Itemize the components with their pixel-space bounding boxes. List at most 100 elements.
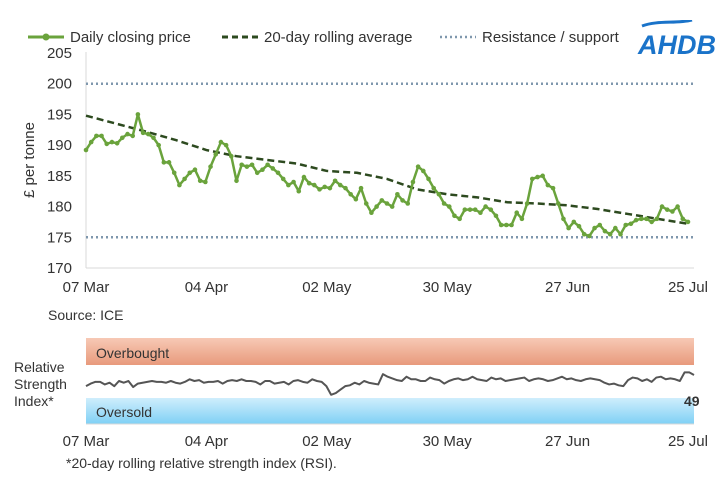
closing-price-point	[104, 141, 110, 147]
closing-price-point	[675, 204, 680, 209]
closing-price-point	[602, 228, 608, 234]
closing-price-point	[213, 152, 219, 157]
price-x-tick-label: 30 May	[423, 279, 473, 296]
closing-price-point	[555, 201, 561, 206]
price-x-tick-label: 25 Jul	[668, 279, 708, 296]
closing-price-point	[670, 209, 675, 214]
closing-price-point	[457, 216, 462, 222]
closing-price-point	[649, 219, 654, 225]
rsi-x-tick-label: 07 Mar	[63, 433, 110, 450]
legend-label-average: 20-day rolling average	[264, 29, 412, 46]
closing-price-point	[389, 204, 395, 209]
closing-price-point	[145, 131, 151, 137]
closing-price-point	[587, 233, 592, 239]
price-y-axis-label: £ per tonne	[21, 122, 38, 198]
closing-price-point	[633, 217, 639, 223]
closing-price-point	[462, 207, 468, 212]
closing-price-point	[291, 179, 296, 185]
closing-price-point	[177, 182, 182, 188]
closing-price-point	[431, 185, 436, 191]
closing-price-point	[109, 139, 115, 145]
closing-price-point	[379, 198, 385, 203]
closing-price-point	[441, 201, 447, 206]
closing-price-point	[628, 221, 634, 227]
legend-label-price: Daily closing price	[70, 29, 191, 46]
closing-price-point	[114, 141, 120, 146]
closing-price-point	[623, 222, 629, 228]
rsi-line	[85, 371, 695, 396]
closing-price-point	[685, 219, 691, 225]
closing-price-point	[239, 162, 244, 168]
closing-price-point	[306, 180, 312, 186]
overbought-label: Overbought	[96, 345, 169, 361]
rsi-x-tick-label: 02 May	[302, 433, 352, 450]
closing-price-point	[509, 222, 514, 228]
price-y-tick-label: 190	[47, 137, 72, 154]
closing-price-point	[192, 167, 198, 173]
closing-price-point	[260, 167, 265, 173]
closing-price-point	[400, 198, 405, 203]
closing-price-point	[493, 213, 499, 219]
closing-price-point	[120, 135, 125, 141]
closing-price-point	[234, 178, 239, 184]
price-y-tick-label: 180	[47, 199, 72, 216]
rolling-average-line	[85, 114, 689, 226]
closing-price-point	[171, 170, 177, 176]
closing-price-point	[348, 191, 353, 197]
price-x-ticks: 07 Mar 04 Apr 02 May 30 May 27 Jun 25 Jul	[63, 279, 708, 296]
closing-price-point	[312, 182, 317, 188]
closing-price-point	[358, 185, 364, 191]
closing-price-point	[597, 222, 603, 228]
closing-price-point	[83, 147, 89, 153]
closing-price-point	[395, 191, 400, 197]
closing-price-point	[524, 201, 530, 206]
closing-price-point	[504, 222, 509, 228]
rsi-x-tick-label: 27 Jun	[545, 433, 590, 450]
closing-price-point	[607, 231, 613, 237]
closing-price-point	[322, 184, 328, 190]
closing-price-point	[244, 164, 250, 169]
closing-price-series	[83, 112, 691, 239]
closing-price-point	[592, 225, 597, 231]
closing-price-point	[88, 139, 94, 145]
price-x-tick-label: 07 Mar	[63, 279, 110, 296]
closing-price-point	[550, 185, 556, 191]
closing-price-point	[483, 204, 488, 209]
closing-price-point	[576, 223, 582, 229]
closing-price-point	[140, 130, 146, 136]
closing-price-point	[229, 153, 234, 159]
closing-price-point	[446, 204, 452, 209]
closing-price-point	[561, 216, 566, 222]
closing-price-point	[654, 216, 660, 222]
oversold-label: Oversold	[96, 404, 152, 420]
legend: Daily closing price 20-day rolling avera…	[28, 29, 620, 46]
closing-price-point	[535, 174, 540, 180]
closing-price-point	[187, 170, 193, 176]
closing-price-point	[467, 207, 473, 212]
closing-price-point	[208, 164, 213, 169]
closing-price-point	[369, 210, 374, 216]
closing-price-point	[529, 176, 535, 182]
closing-price-point	[301, 174, 307, 180]
closing-price-point	[452, 213, 457, 219]
price-y-tick-label: 200	[47, 76, 72, 93]
closing-price-point	[265, 162, 270, 168]
closing-price-point	[571, 219, 577, 225]
rsi-series	[85, 371, 695, 396]
rsi-chart: Overbought Oversold Relative Strength Inde…	[14, 338, 708, 471]
rsi-footnote: *20-day rolling relative strength index …	[66, 455, 337, 471]
rsi-x-ticks: 07 Mar 04 Apr 02 May 30 May 27 Jun 25 Jul	[63, 433, 708, 450]
closing-price-point	[478, 210, 483, 216]
closing-price-point	[197, 178, 203, 184]
closing-price-point	[203, 179, 208, 185]
closing-price-point	[317, 187, 322, 192]
rsi-y-axis-label-text: Relative Strength Index*	[14, 359, 67, 409]
closing-price-point	[659, 204, 665, 209]
closing-price-point	[94, 133, 99, 139]
price-x-tick-label: 04 Apr	[185, 279, 228, 296]
closing-price-point	[254, 170, 260, 176]
rsi-x-tick-label: 04 Apr	[185, 433, 228, 450]
ahdb-logo: AHDB	[637, 20, 716, 60]
logo-swoosh	[641, 20, 693, 28]
closing-price-point	[374, 204, 379, 209]
